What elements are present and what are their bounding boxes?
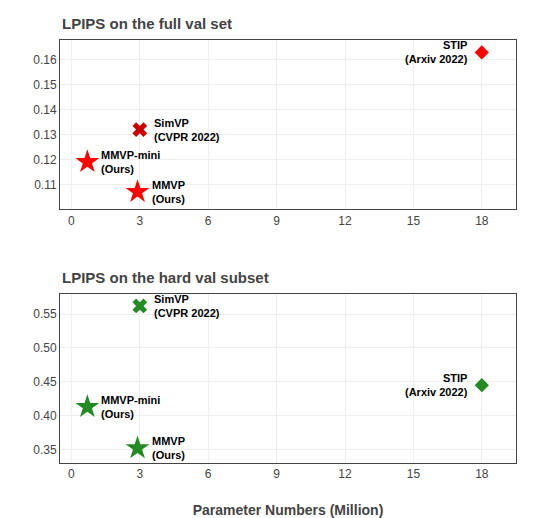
svg-text:9: 9 [273,467,280,481]
svg-text:12: 12 [338,467,352,481]
svg-text:LPIPS on the full val set: LPIPS on the full val set [62,15,232,32]
svg-text:MMVP-mini(Ours): MMVP-mini(Ours) [101,149,160,175]
svg-text:18: 18 [475,467,489,481]
svg-text:15: 15 [407,467,421,481]
svg-text:6: 6 [205,467,212,481]
svg-text:0: 0 [68,214,75,228]
svg-text:3: 3 [136,214,143,228]
svg-text:0.12: 0.12 [33,153,57,167]
svg-text:15: 15 [407,214,421,228]
svg-text:STIP(Arxiv 2022): STIP(Arxiv 2022) [405,39,468,65]
svg-text:0.55: 0.55 [33,307,57,321]
svg-text:0.40: 0.40 [33,409,57,423]
svg-text:SimVP(CVPR 2022): SimVP(CVPR 2022) [154,117,220,143]
svg-text:18: 18 [475,214,489,228]
svg-text:Parameter Numbers (Million): Parameter Numbers (Million) [193,502,384,518]
svg-text:12: 12 [338,214,352,228]
svg-text:6: 6 [205,214,212,228]
svg-text:STIP(Arxiv 2022): STIP(Arxiv 2022) [405,372,468,398]
svg-text:MMVP(Ours): MMVP(Ours) [152,179,185,205]
svg-text:0.35: 0.35 [33,443,57,457]
svg-text:0.13: 0.13 [33,128,57,142]
svg-text:0.16: 0.16 [33,53,57,67]
svg-text:0.15: 0.15 [33,78,57,92]
svg-text:0.14: 0.14 [33,103,57,117]
svg-text:LPIPS on the hard val subset: LPIPS on the hard val subset [62,269,269,286]
svg-text:MMVP(Ours): MMVP(Ours) [152,435,185,461]
svg-text:0.11: 0.11 [34,178,57,192]
svg-text:0.45: 0.45 [33,375,57,389]
svg-text:MMVP-mini(Ours): MMVP-mini(Ours) [101,394,160,420]
svg-text:0: 0 [68,467,75,481]
svg-text:3: 3 [136,467,143,481]
svg-text:9: 9 [273,214,280,228]
svg-text:0.50: 0.50 [33,341,57,355]
svg-text:SimVP(CVPR 2022): SimVP(CVPR 2022) [154,293,220,319]
